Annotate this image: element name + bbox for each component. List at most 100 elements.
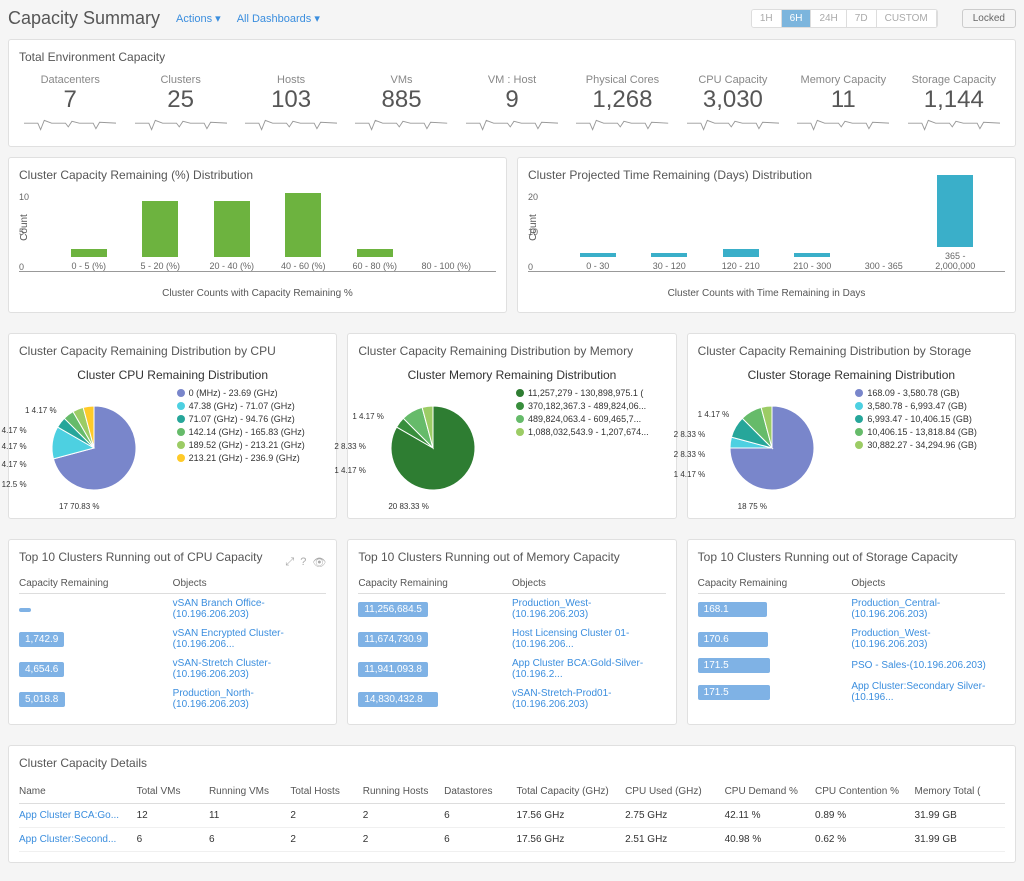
bar[interactable] <box>142 201 178 257</box>
table-header: Capacity RemainingObjects <box>698 574 1005 594</box>
legend-dot-icon <box>855 415 863 423</box>
details-row[interactable]: App Cluster:Second...6622617.56 GHz2.51 … <box>19 828 1005 852</box>
time-range-24h[interactable]: 24H <box>811 10 846 27</box>
details-col-header[interactable]: Memory Total ( <box>915 786 1005 797</box>
details-col-header[interactable]: CPU Used (GHz) <box>625 786 725 797</box>
capacity-bar: 14,830,432.8 <box>358 692 438 707</box>
table-row[interactable]: vSAN Branch Office-(10.196.206.203) <box>19 594 326 624</box>
time-range-6h[interactable]: 6H <box>782 10 812 27</box>
object-link[interactable]: Production_Central-(10.196.206.203) <box>851 598 1005 620</box>
details-col-header[interactable]: Total Hosts <box>290 786 362 797</box>
details-col-header[interactable]: Running Hosts <box>363 786 444 797</box>
table-row[interactable]: 11,674,730.9 Host Licensing Cluster 01-(… <box>358 624 665 654</box>
bar[interactable] <box>937 175 973 247</box>
table-row[interactable]: 1,742.9 vSAN Encrypted Cluster-(10.196.2… <box>19 624 326 654</box>
legend-item[interactable]: 3,580.78 - 6,993.47 (GB) <box>855 401 1005 411</box>
capacity-bar: 11,674,730.9 <box>358 632 428 647</box>
pie-slice-label: 20 83.33 % <box>388 502 428 511</box>
table-row[interactable]: 5,018.8 Production_North-(10.196.206.203… <box>19 684 326 714</box>
panel-action-icon[interactable]: 👁 <box>312 556 326 569</box>
actions-dropdown[interactable]: Actions ▾ <box>176 12 221 25</box>
legend-item[interactable]: 30,882.27 - 34,294.96 (GB) <box>855 440 1005 450</box>
bar[interactable] <box>794 253 830 257</box>
bar[interactable] <box>71 249 107 257</box>
env-cell-2: Hosts 103 <box>240 74 342 136</box>
table-row[interactable]: 14,830,432.8 vSAN-Stretch-Prod01-(10.196… <box>358 684 665 714</box>
table-row[interactable]: 171.5 PSO - Sales-(10.196.206.203) <box>698 654 1005 677</box>
sparkline-icon <box>19 114 121 136</box>
object-link[interactable]: Production_North-(10.196.206.203) <box>173 688 327 710</box>
pie-legend: 168.09 - 3,580.78 (GB) 3,580.78 - 6,993.4… <box>855 388 1005 508</box>
time-range-1h[interactable]: 1H <box>752 10 782 27</box>
table-row[interactable]: 170.6 Production_West-(10.196.206.203) <box>698 624 1005 654</box>
object-link[interactable]: Host Licensing Cluster 01-(10.196.206... <box>512 628 666 650</box>
bar-col: 0 - 5 (%) <box>59 249 119 271</box>
sparkline-icon <box>129 114 231 136</box>
pie-slice-label: 3 12.5 % <box>0 480 27 489</box>
details-cell: 6 <box>137 834 209 845</box>
legend-item[interactable]: 370,182,367.3 - 489,824,06... <box>516 401 666 411</box>
bar-col: 5 - 20 (%) <box>131 201 191 271</box>
details-col-header[interactable]: Total VMs <box>137 786 209 797</box>
dashboards-dropdown[interactable]: All Dashboards ▾ <box>237 12 320 25</box>
bar[interactable] <box>285 193 321 257</box>
bar[interactable] <box>580 253 616 257</box>
table-row[interactable]: 171.5 App Cluster:Secondary Silver-(10.1… <box>698 677 1005 707</box>
object-link[interactable]: vSAN-Stretch-Prod01-(10.196.206.203) <box>512 688 666 710</box>
legend-text: 370,182,367.3 - 489,824,06... <box>528 401 646 411</box>
capacity-bar: 4,654.6 <box>19 662 64 677</box>
bar-col: 30 - 120 <box>640 253 700 271</box>
legend-item[interactable]: 213.21 (GHz) - 236.9 (GHz) <box>177 453 327 463</box>
panel-action-icon[interactable]: ? <box>300 556 306 569</box>
time-range-7d[interactable]: 7D <box>847 10 877 27</box>
object-link[interactable]: vSAN Encrypted Cluster-(10.196.206... <box>173 628 327 650</box>
details-row[interactable]: App Cluster BCA:Go...121122617.56 GHz2.7… <box>19 804 1005 828</box>
legend-item[interactable]: 10,406.15 - 13,818.84 (GB) <box>855 427 1005 437</box>
env-label: Memory Capacity <box>792 74 894 86</box>
object-link[interactable]: Production_West-(10.196.206.203) <box>512 598 666 620</box>
bar-col: 60 - 80 (%) <box>345 249 405 271</box>
panel-action-icon[interactable]: ⤢ <box>285 556 294 569</box>
sparkline-icon <box>792 114 894 136</box>
pie-chart: 18 75 %1 4.17 %2 8.33 %2 8.33 %1 4.17 % <box>698 388 848 508</box>
legend-item[interactable]: 11,257,279 - 130,898,975.1 ( <box>516 388 666 398</box>
details-col-header[interactable]: CPU Demand % <box>725 786 815 797</box>
time-range-custom[interactable]: CUSTOM <box>877 10 937 27</box>
object-link[interactable]: Production_West-(10.196.206.203) <box>851 628 1005 650</box>
bar[interactable] <box>723 249 759 257</box>
object-link[interactable]: App Cluster:Secondary Silver-(10.196... <box>851 681 1005 703</box>
legend-item[interactable]: 168.09 - 3,580.78 (GB) <box>855 388 1005 398</box>
object-link[interactable]: vSAN Branch Office-(10.196.206.203) <box>173 598 327 620</box>
object-link[interactable]: App Cluster BCA:Gold-Silver-(10.196.2... <box>512 658 666 680</box>
legend-item[interactable]: 6,993.47 - 10,406.15 (GB) <box>855 414 1005 424</box>
bar[interactable] <box>357 249 393 257</box>
table-row[interactable]: 4,654.6 vSAN-Stretch Cluster-(10.196.206… <box>19 654 326 684</box>
bar[interactable] <box>651 253 687 257</box>
object-link[interactable]: vSAN-Stretch Cluster-(10.196.206.203) <box>173 658 327 680</box>
table-row[interactable]: 11,256,684.5 Production_West-(10.196.206… <box>358 594 665 624</box>
legend-item[interactable]: 142.14 (GHz) - 165.83 (GHz) <box>177 427 327 437</box>
table-row[interactable]: 168.1 Production_Central-(10.196.206.203… <box>698 594 1005 624</box>
legend-item[interactable]: 47.38 (GHz) - 71.07 (GHz) <box>177 401 327 411</box>
legend-item[interactable]: 1,088,032,543.9 - 1,207,674... <box>516 427 666 437</box>
top10-panel-1: Top 10 Clusters Running out of Memory Ca… <box>347 539 676 725</box>
details-col-header[interactable]: Datastores <box>444 786 516 797</box>
env-value: 1,268 <box>571 86 673 114</box>
details-cell: 2.51 GHz <box>625 834 725 845</box>
legend-item[interactable]: 489,824,063.4 - 609,465,7... <box>516 414 666 424</box>
bar[interactable] <box>214 201 250 257</box>
object-link[interactable]: PSO - Sales-(10.196.206.203) <box>851 660 1005 671</box>
legend-item[interactable]: 0 (MHz) - 23.69 (GHz) <box>177 388 327 398</box>
details-cell: 2 <box>363 834 444 845</box>
legend-dot-icon <box>516 415 524 423</box>
legend-dot-icon <box>516 389 524 397</box>
details-col-header[interactable]: CPU Contention % <box>815 786 915 797</box>
legend-item[interactable]: 189.52 (GHz) - 213.21 (GHz) <box>177 440 327 450</box>
details-col-header[interactable]: Total Capacity (GHz) <box>517 786 626 797</box>
table-row[interactable]: 11,941,093.8 App Cluster BCA:Gold-Silver… <box>358 654 665 684</box>
pie-slice-label: 1 4.17 % <box>334 466 366 475</box>
details-col-header[interactable]: Name <box>19 786 137 797</box>
legend-text: 3,580.78 - 6,993.47 (GB) <box>867 401 967 411</box>
details-col-header[interactable]: Running VMs <box>209 786 290 797</box>
legend-item[interactable]: 71.07 (GHz) - 94.76 (GHz) <box>177 414 327 424</box>
